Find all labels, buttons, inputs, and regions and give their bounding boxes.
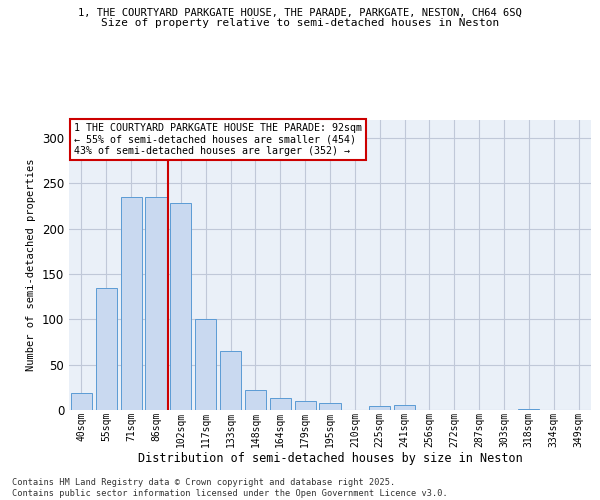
Bar bbox=[295, 401, 316, 410]
Y-axis label: Number of semi-detached properties: Number of semi-detached properties bbox=[26, 159, 37, 371]
Bar bbox=[71, 393, 92, 410]
Bar bbox=[369, 406, 390, 410]
X-axis label: Distribution of semi-detached houses by size in Neston: Distribution of semi-detached houses by … bbox=[137, 452, 523, 465]
Bar bbox=[394, 406, 415, 410]
Text: Contains HM Land Registry data © Crown copyright and database right 2025.
Contai: Contains HM Land Registry data © Crown c… bbox=[12, 478, 448, 498]
Bar bbox=[518, 409, 539, 410]
Bar bbox=[96, 288, 117, 410]
Bar bbox=[220, 351, 241, 410]
Text: Size of property relative to semi-detached houses in Neston: Size of property relative to semi-detach… bbox=[101, 18, 499, 28]
Text: 1 THE COURTYARD PARKGATE HOUSE THE PARADE: 92sqm
← 55% of semi-detached houses a: 1 THE COURTYARD PARKGATE HOUSE THE PARAD… bbox=[74, 123, 362, 156]
Bar bbox=[195, 320, 216, 410]
Bar bbox=[319, 403, 341, 410]
Bar bbox=[170, 204, 191, 410]
Text: 1, THE COURTYARD PARKGATE HOUSE, THE PARADE, PARKGATE, NESTON, CH64 6SQ: 1, THE COURTYARD PARKGATE HOUSE, THE PAR… bbox=[78, 8, 522, 18]
Bar bbox=[121, 197, 142, 410]
Bar bbox=[270, 398, 291, 410]
Bar bbox=[145, 197, 167, 410]
Bar bbox=[245, 390, 266, 410]
